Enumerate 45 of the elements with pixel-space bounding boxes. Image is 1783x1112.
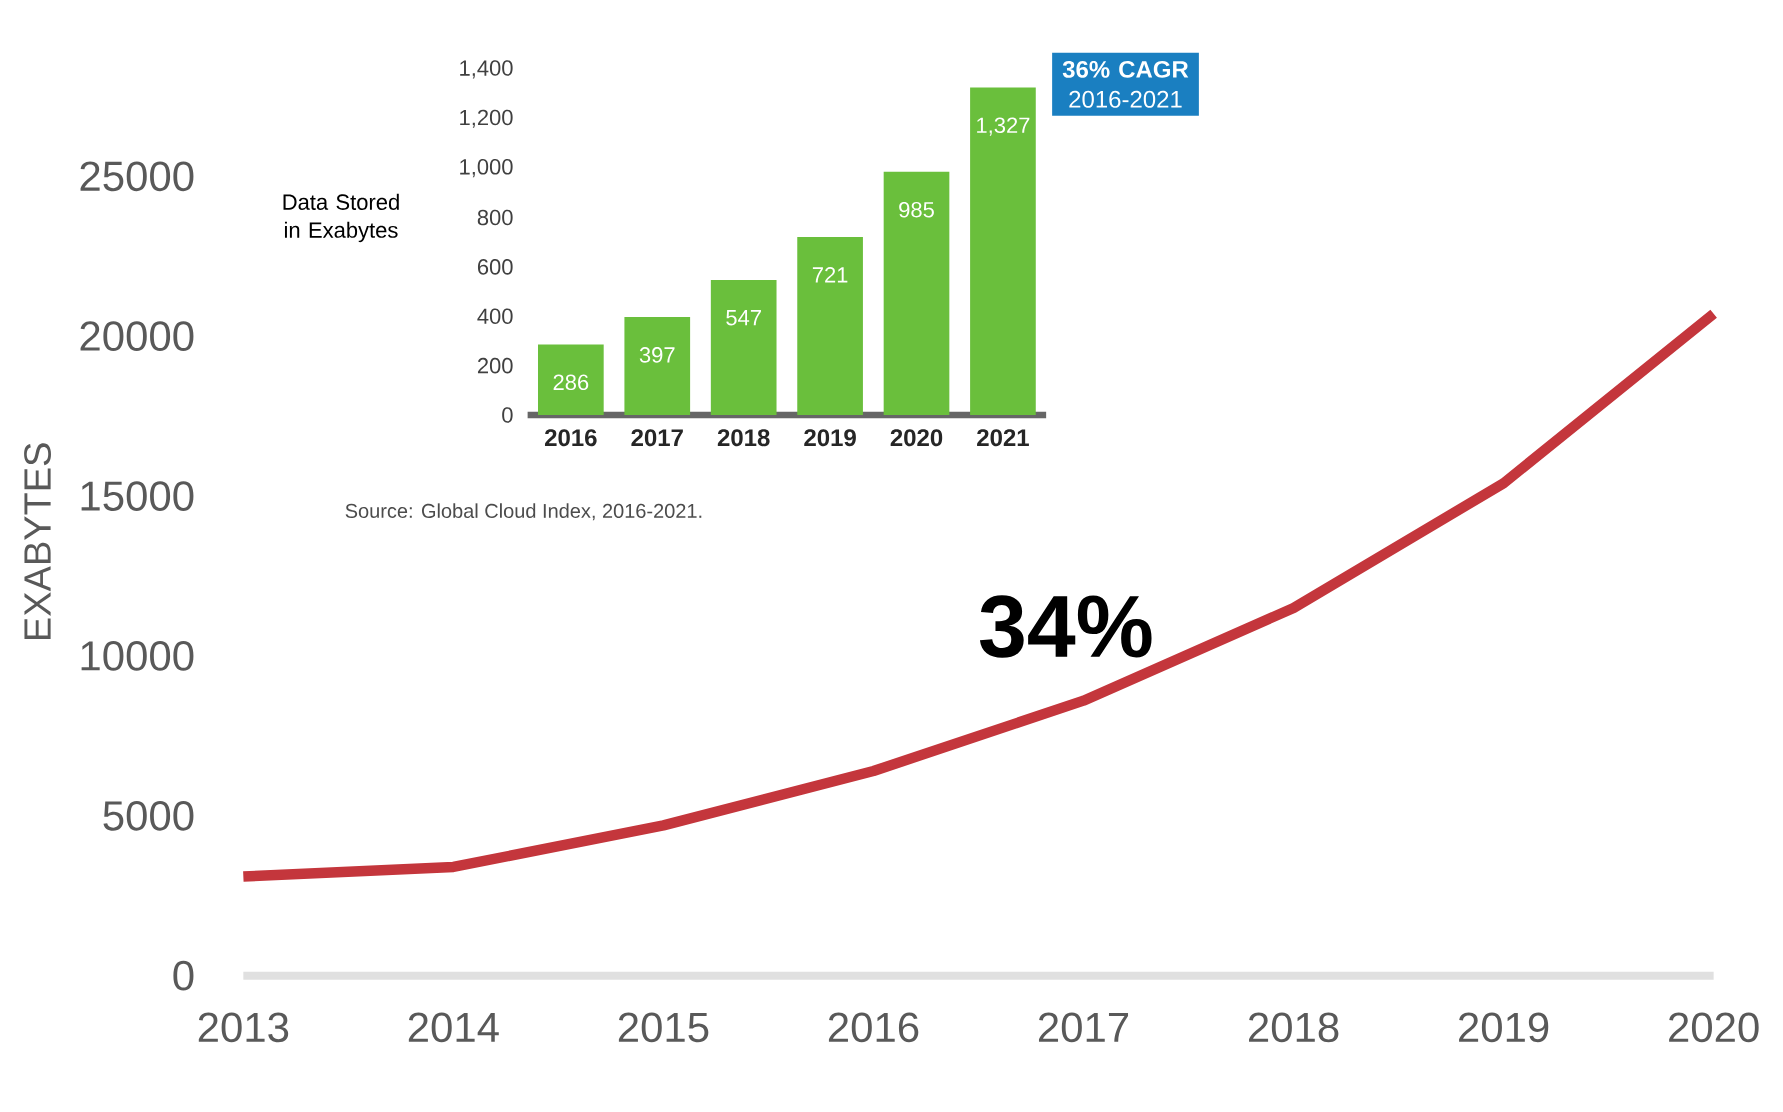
bar xyxy=(883,171,950,415)
data-label: 547 xyxy=(726,310,761,326)
x-tick-label: 2019 xyxy=(804,429,856,447)
y-tick-label: 20000 xyxy=(80,321,194,351)
bar xyxy=(538,344,604,415)
bar xyxy=(797,236,863,415)
y-tick-label: 1,400 xyxy=(460,60,513,79)
x-tick-label: 2018 xyxy=(1249,1012,1339,1043)
annotation: 34% xyxy=(979,595,1152,658)
bar xyxy=(624,316,691,415)
x-tick-label: 2020 xyxy=(1669,1012,1759,1043)
annotation: Source: Global Cloud Index, 2016-2021. xyxy=(345,503,702,521)
y-tick-label: 5000 xyxy=(103,800,194,831)
bar xyxy=(970,87,1036,415)
y-tick-label: 15000 xyxy=(81,481,194,511)
x-tick-label: 2016 xyxy=(828,1012,919,1043)
y-axis-title: EXABYTES xyxy=(24,443,51,639)
x-tick-label: 2016 xyxy=(544,429,597,447)
x-tick-label: 2014 xyxy=(408,1012,499,1043)
y-tick-label: 1,000 xyxy=(460,158,513,178)
y-tick-label: 400 xyxy=(477,308,513,324)
data-label: 397 xyxy=(639,347,675,363)
data-label: 985 xyxy=(899,201,934,218)
y-tick-label: 10000 xyxy=(81,641,194,671)
x-tick-label: 2021 xyxy=(977,429,1029,447)
y-tick-label: 0 xyxy=(502,407,513,423)
x-tick-label: 2018 xyxy=(717,429,770,447)
y-tick-label: 600 xyxy=(477,259,513,275)
text: 36% CAGR 2016-2021 xyxy=(1062,60,1189,108)
x-tick-label: 2013 xyxy=(198,1012,289,1043)
x-tick-label: 2019 xyxy=(1459,1012,1549,1043)
data-label: 1,327 xyxy=(977,117,1030,136)
y-tick-label: 1,200 xyxy=(460,109,513,128)
y-axis-title: Data Stored in Exabytes xyxy=(283,193,399,243)
y-tick-label: 800 xyxy=(477,209,513,226)
y-tick-label: 25000 xyxy=(80,161,194,192)
data-label: 721 xyxy=(812,267,848,283)
y-tick-label: 200 xyxy=(477,357,513,374)
data-label: 286 xyxy=(553,374,589,391)
x-tick-label: 2017 xyxy=(1038,1012,1129,1043)
x-tick-label: 2020 xyxy=(890,429,943,447)
bar xyxy=(710,279,777,415)
x-tick-label: 2017 xyxy=(631,429,683,447)
y-tick-label: 0 xyxy=(173,960,194,991)
x-tick-label: 2015 xyxy=(618,1012,709,1043)
